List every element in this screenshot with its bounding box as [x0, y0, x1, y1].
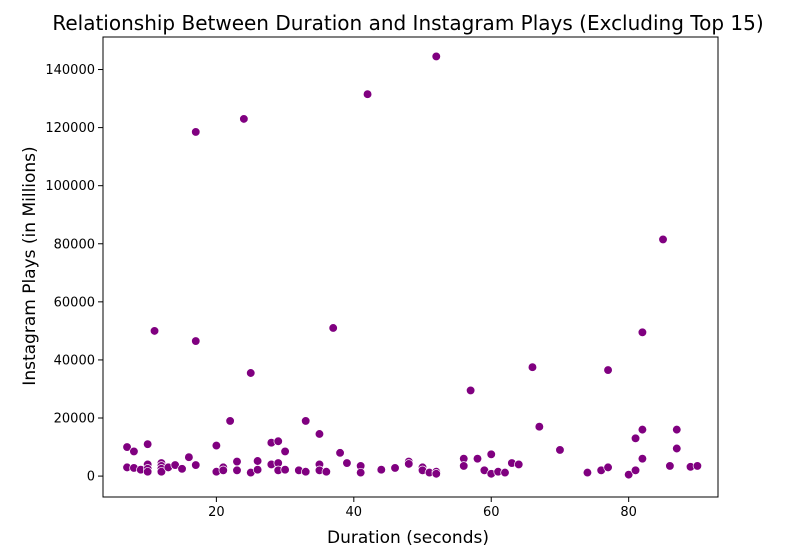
data-point	[191, 460, 201, 470]
data-point	[321, 467, 331, 477]
y-tick-label: 20000	[54, 412, 95, 427]
data-point	[376, 465, 386, 475]
data-point	[252, 456, 263, 466]
data-point	[431, 469, 441, 479]
data-point	[246, 368, 256, 378]
data-point	[225, 416, 235, 426]
data-point	[122, 442, 132, 452]
data-point	[527, 362, 538, 372]
data-point	[362, 89, 373, 99]
data-point	[156, 467, 167, 477]
x-tick-label: 80	[620, 505, 637, 520]
data-point	[582, 467, 593, 478]
data-point	[129, 446, 139, 457]
y-tick-label: 120000	[45, 121, 95, 136]
data-point	[672, 443, 682, 454]
x-tick-label: 60	[483, 505, 500, 520]
data-point	[143, 439, 153, 449]
data-point	[328, 323, 338, 333]
y-axis-label: Instagram Plays (in Millions)	[20, 146, 40, 385]
chart-title: Relationship Between Duration and Instag…	[52, 11, 763, 35]
data-point	[514, 459, 524, 470]
axes-frame	[102, 36, 719, 498]
data-point	[624, 469, 634, 480]
y-tick-label: 40000	[54, 353, 95, 368]
data-point	[534, 422, 544, 432]
y-tick-label: 80000	[54, 237, 95, 252]
x-axis-label: Duration (seconds)	[327, 528, 489, 548]
data-point	[335, 448, 345, 458]
x-tick-label: 20	[208, 505, 225, 520]
data-point	[500, 467, 510, 478]
data-point	[672, 424, 682, 435]
data-point	[555, 445, 565, 455]
data-point	[273, 436, 283, 446]
data-point	[472, 454, 483, 464]
data-point	[218, 465, 228, 475]
data-point	[630, 433, 641, 443]
x-axis: 20 40 60 80	[208, 497, 637, 520]
data-point	[252, 465, 263, 475]
data-point	[431, 51, 441, 62]
data-point	[280, 465, 290, 475]
data-point	[465, 385, 476, 396]
data-point	[301, 467, 311, 477]
data-point	[637, 424, 648, 435]
data-point	[630, 465, 641, 475]
data-point	[486, 449, 496, 459]
data-point	[239, 114, 249, 124]
y-tick-label: 60000	[54, 295, 95, 310]
data-point	[184, 452, 194, 462]
data-point	[232, 465, 242, 475]
plot-area	[122, 51, 703, 480]
data-point	[637, 327, 648, 337]
data-point	[658, 234, 668, 245]
data-point	[342, 458, 352, 468]
data-point	[603, 462, 613, 473]
data-point	[143, 467, 153, 477]
data-point	[191, 336, 201, 346]
data-point	[191, 127, 201, 137]
data-point	[280, 446, 290, 457]
data-point	[637, 454, 648, 464]
data-point	[301, 416, 311, 426]
x-tick-label: 40	[346, 505, 363, 520]
data-point	[603, 365, 613, 375]
data-point	[149, 326, 160, 336]
data-point	[390, 463, 400, 473]
data-point	[404, 459, 414, 469]
data-point	[232, 456, 242, 467]
data-point	[665, 461, 675, 471]
data-point	[692, 461, 703, 471]
y-tick-label: 140000	[45, 63, 95, 78]
data-point	[459, 461, 469, 471]
data-point	[356, 467, 366, 478]
data-point	[177, 464, 187, 474]
data-point	[211, 440, 222, 451]
y-axis: 0 20000 40000 60000 80000 100000 120000 140000	[45, 63, 103, 485]
data-point	[314, 429, 325, 439]
y-tick-label: 0	[87, 470, 95, 485]
y-tick-label: 100000	[45, 179, 95, 194]
